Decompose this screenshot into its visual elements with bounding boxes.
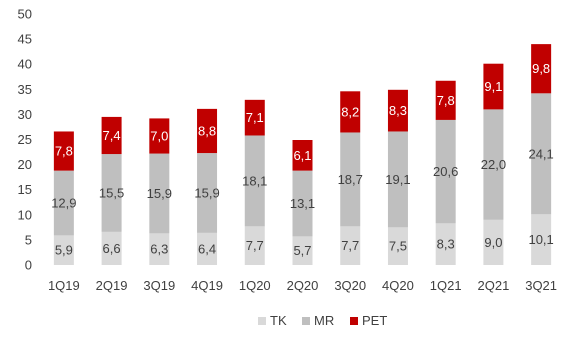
- bar-pet: [531, 44, 552, 94]
- bars: 5,9 12,9 7,8 6,6 15,5 7,4 6,3 15,9 7,0 6,4 15,9 8,8…: [51, 44, 554, 265]
- data-label-pet: 7,1: [246, 110, 264, 125]
- x-tick-label: 3Q20: [334, 278, 366, 293]
- y-axis: 0 5 10 15 20 25 30 35 40 45 50: [18, 7, 32, 273]
- bar-pet: [244, 99, 265, 136]
- data-label-tk: 9,0: [484, 235, 502, 250]
- bar-mr: [340, 132, 361, 227]
- data-label-mr: 18,1: [242, 173, 267, 188]
- bar-tk: [149, 233, 170, 265]
- data-label-mr: 18,7: [338, 172, 363, 187]
- data-label-mr: 15,9: [147, 186, 172, 201]
- bar-pet: [197, 108, 218, 154]
- legend-swatch-mr: [302, 317, 310, 325]
- y-tick-label: 15: [18, 182, 32, 197]
- bar-tk: [387, 227, 408, 265]
- data-label-tk: 7,7: [341, 238, 359, 253]
- y-tick-label: 30: [18, 107, 32, 122]
- bar-mr: [149, 153, 170, 234]
- data-label-pet: 7,0: [150, 128, 168, 143]
- bar-pet: [149, 118, 170, 154]
- data-label-pet: 8,3: [389, 103, 407, 118]
- data-label-mr: 15,5: [99, 185, 124, 200]
- bar-mr: [197, 153, 218, 233]
- bar-mr: [483, 109, 504, 220]
- bar-mr: [531, 93, 552, 215]
- bar-pet: [101, 116, 122, 155]
- y-tick-label: 40: [18, 57, 32, 72]
- data-label-pet: 7,8: [55, 144, 73, 159]
- x-tick-label: 1Q20: [239, 278, 271, 293]
- bar-tk: [244, 226, 265, 265]
- bar-mr: [387, 131, 408, 228]
- bar-mr: [435, 119, 456, 224]
- bar-tk: [483, 219, 504, 265]
- data-label-pet: 6,1: [293, 148, 311, 163]
- bar-tk: [531, 214, 552, 265]
- bar-mr: [292, 170, 313, 237]
- y-tick-label: 25: [18, 132, 32, 147]
- legend-swatch-pet: [350, 317, 358, 325]
- y-tick-label: 45: [18, 32, 32, 47]
- data-label-pet: 8,2: [341, 104, 359, 119]
- x-tick-label: 1Q19: [48, 278, 80, 293]
- x-tick-label: 3Q19: [143, 278, 175, 293]
- y-tick-label: 35: [18, 82, 32, 97]
- bar-tk: [435, 223, 456, 265]
- legend-label-pet: PET: [362, 313, 387, 328]
- x-tick-label: 2Q19: [96, 278, 128, 293]
- legend-label-mr: MR: [314, 313, 334, 328]
- y-tick-label: 50: [18, 7, 32, 22]
- bar-tk: [197, 232, 218, 265]
- y-tick-label: 20: [18, 157, 32, 172]
- bar-pet: [387, 89, 408, 132]
- bar-mr: [101, 154, 122, 232]
- data-label-pet: 7,4: [103, 128, 121, 143]
- x-tick-label: 2Q20: [287, 278, 319, 293]
- bar-tk: [292, 236, 313, 265]
- x-tick-label: 4Q19: [191, 278, 223, 293]
- data-label-mr: 22,0: [481, 157, 506, 172]
- data-label-tk: 8,3: [437, 237, 455, 252]
- bar-pet: [53, 131, 74, 171]
- x-tick-label: 3Q21: [525, 278, 557, 293]
- x-axis: 1Q19 2Q19 3Q19 4Q19 1Q20 2Q20 3Q20 4Q20 1Q21 2Q21…: [48, 278, 557, 293]
- data-label-pet: 9,8: [532, 61, 550, 76]
- data-label-pet: 9,1: [484, 79, 502, 94]
- legend: TK MR PET: [258, 313, 387, 328]
- y-tick-label: 0: [25, 258, 32, 273]
- x-tick-label: 4Q20: [382, 278, 414, 293]
- data-label-pet: 7,8: [437, 93, 455, 108]
- data-label-mr: 20,6: [433, 164, 458, 179]
- x-tick-label: 2Q21: [478, 278, 510, 293]
- bar-pet: [292, 140, 313, 171]
- data-label-tk: 6,3: [150, 242, 168, 257]
- x-tick-label: 1Q21: [430, 278, 462, 293]
- data-label-tk: 5,7: [293, 243, 311, 258]
- data-label-tk: 10,1: [528, 232, 553, 247]
- data-label-pet: 8,8: [198, 123, 216, 138]
- bar-pet: [340, 91, 361, 133]
- data-label-mr: 12,9: [51, 196, 76, 211]
- bar-tk: [340, 226, 361, 265]
- data-label-mr: 24,1: [528, 146, 553, 161]
- bar-tk: [53, 235, 74, 265]
- bar-pet: [483, 63, 504, 110]
- data-label-tk: 6,6: [103, 241, 121, 256]
- legend-swatch-tk: [258, 317, 266, 325]
- data-label-tk: 5,9: [55, 243, 73, 258]
- y-tick-label: 5: [25, 232, 32, 247]
- data-label-tk: 6,4: [198, 241, 216, 256]
- data-label-tk: 7,7: [246, 238, 264, 253]
- data-label-tk: 7,5: [389, 239, 407, 254]
- bar-mr: [244, 135, 265, 227]
- bar-tk: [101, 231, 122, 265]
- bar-mr: [53, 170, 74, 236]
- legend-label-tk: TK: [270, 313, 287, 328]
- data-label-mr: 13,1: [290, 196, 315, 211]
- data-label-mr: 19,1: [385, 172, 410, 187]
- bar-pet: [435, 80, 456, 120]
- y-tick-label: 10: [18, 207, 32, 222]
- data-label-mr: 15,9: [194, 185, 219, 200]
